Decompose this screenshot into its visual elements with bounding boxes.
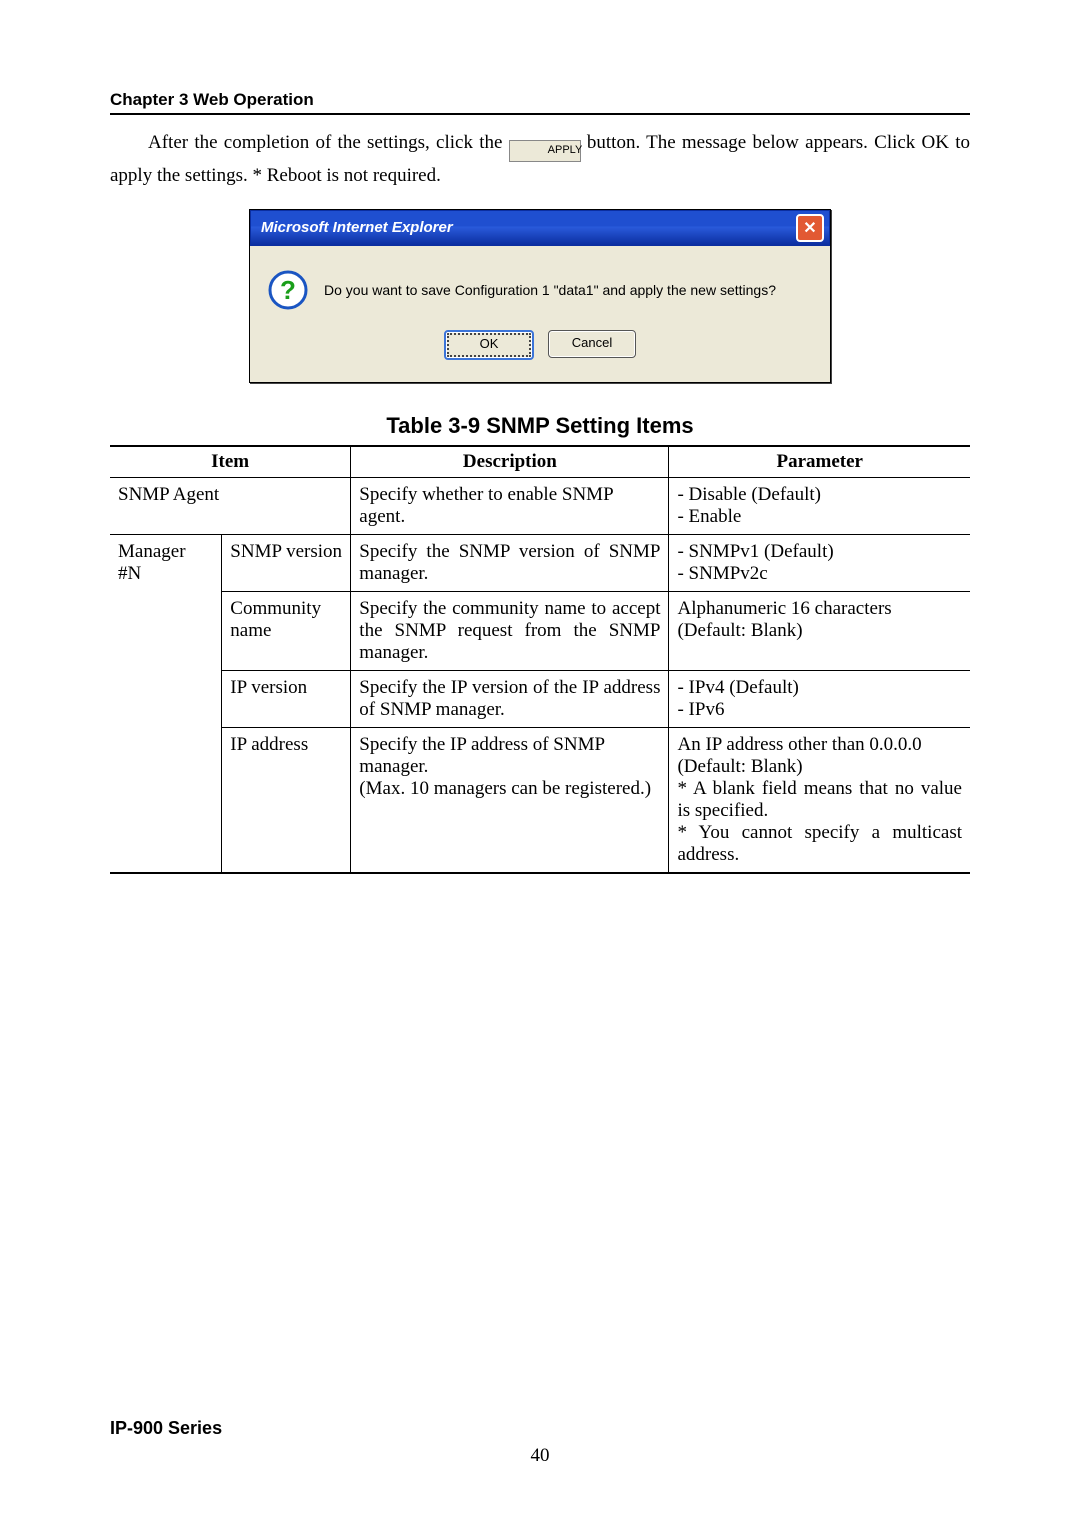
th-description: Description [351, 446, 669, 478]
th-parameter: Parameter [669, 446, 970, 478]
cell-item: IP version [222, 670, 351, 727]
ie-dialog: Microsoft Internet Explorer ✕ ? Do you w… [249, 209, 831, 383]
cell-item: IP address [222, 727, 351, 873]
th-item: Item [110, 446, 351, 478]
cell-param: - IPv4 (Default) - IPv6 [669, 670, 970, 727]
question-icon: ? [268, 270, 308, 310]
table-row: IP version Specify the IP version of the… [110, 670, 970, 727]
dialog-titlebar: Microsoft Internet Explorer ✕ [250, 210, 830, 246]
cancel-button[interactable]: Cancel [548, 330, 636, 358]
dialog-message: Do you want to save Configuration 1 "dat… [324, 282, 776, 298]
footer: IP-900 Series 40 [110, 1418, 970, 1467]
cell-param: An IP address other than 0.0.0.0 (Defaul… [669, 727, 970, 873]
cell-param: - Disable (Default) - Enable [669, 477, 970, 534]
page-number: 40 [110, 1445, 970, 1467]
cell-param: - SNMPv1 (Default) - SNMPv2c [669, 534, 970, 591]
cell-desc: Specify the IP version of the IP address… [351, 670, 669, 727]
intro-text-1: After the completion of the settings, cl… [148, 132, 509, 153]
cell-manager: Manager #N [110, 534, 222, 873]
cell-item: SNMP version [222, 534, 351, 591]
dialog-buttons: OK Cancel [250, 320, 830, 382]
cell-desc: Specify the community name to accept the… [351, 591, 669, 670]
table-row: Manager #N SNMP version Specify the SNMP… [110, 534, 970, 591]
cell-desc: Specify whether to enable SNMP agent. [351, 477, 669, 534]
svg-text:?: ? [280, 275, 296, 305]
chapter-header: Chapter 3 Web Operation [110, 90, 970, 115]
apply-button[interactable]: APPLY [509, 140, 581, 162]
series-label: IP-900 Series [110, 1418, 970, 1439]
cell-item: Community name [222, 591, 351, 670]
table-row: SNMP Agent Specify whether to enable SNM… [110, 477, 970, 534]
page: Chapter 3 Web Operation After the comple… [0, 0, 1080, 1527]
ok-button[interactable]: OK [444, 330, 534, 360]
intro-paragraph: After the completion of the settings, cl… [110, 129, 970, 191]
cell-param: Alphanumeric 16 characters (Default: Bla… [669, 591, 970, 670]
dialog-title: Microsoft Internet Explorer [261, 219, 453, 236]
dialog-body: ? Do you want to save Configuration 1 "d… [250, 246, 830, 320]
cell-desc: Specify the SNMP version of SNMP manager… [351, 534, 669, 591]
table-row: IP address Specify the IP address of SNM… [110, 727, 970, 873]
table-title: Table 3-9 SNMP Setting Items [110, 413, 970, 439]
table-header-row: Item Description Parameter [110, 446, 970, 478]
dialog-wrap: Microsoft Internet Explorer ✕ ? Do you w… [110, 209, 970, 383]
cell-desc: Specify the IP address of SNMP manager. … [351, 727, 669, 873]
snmp-table: Item Description Parameter SNMP Agent Sp… [110, 445, 970, 874]
cell-item: SNMP Agent [110, 477, 351, 534]
table-row: Community name Specify the community nam… [110, 591, 970, 670]
close-icon[interactable]: ✕ [796, 214, 824, 242]
